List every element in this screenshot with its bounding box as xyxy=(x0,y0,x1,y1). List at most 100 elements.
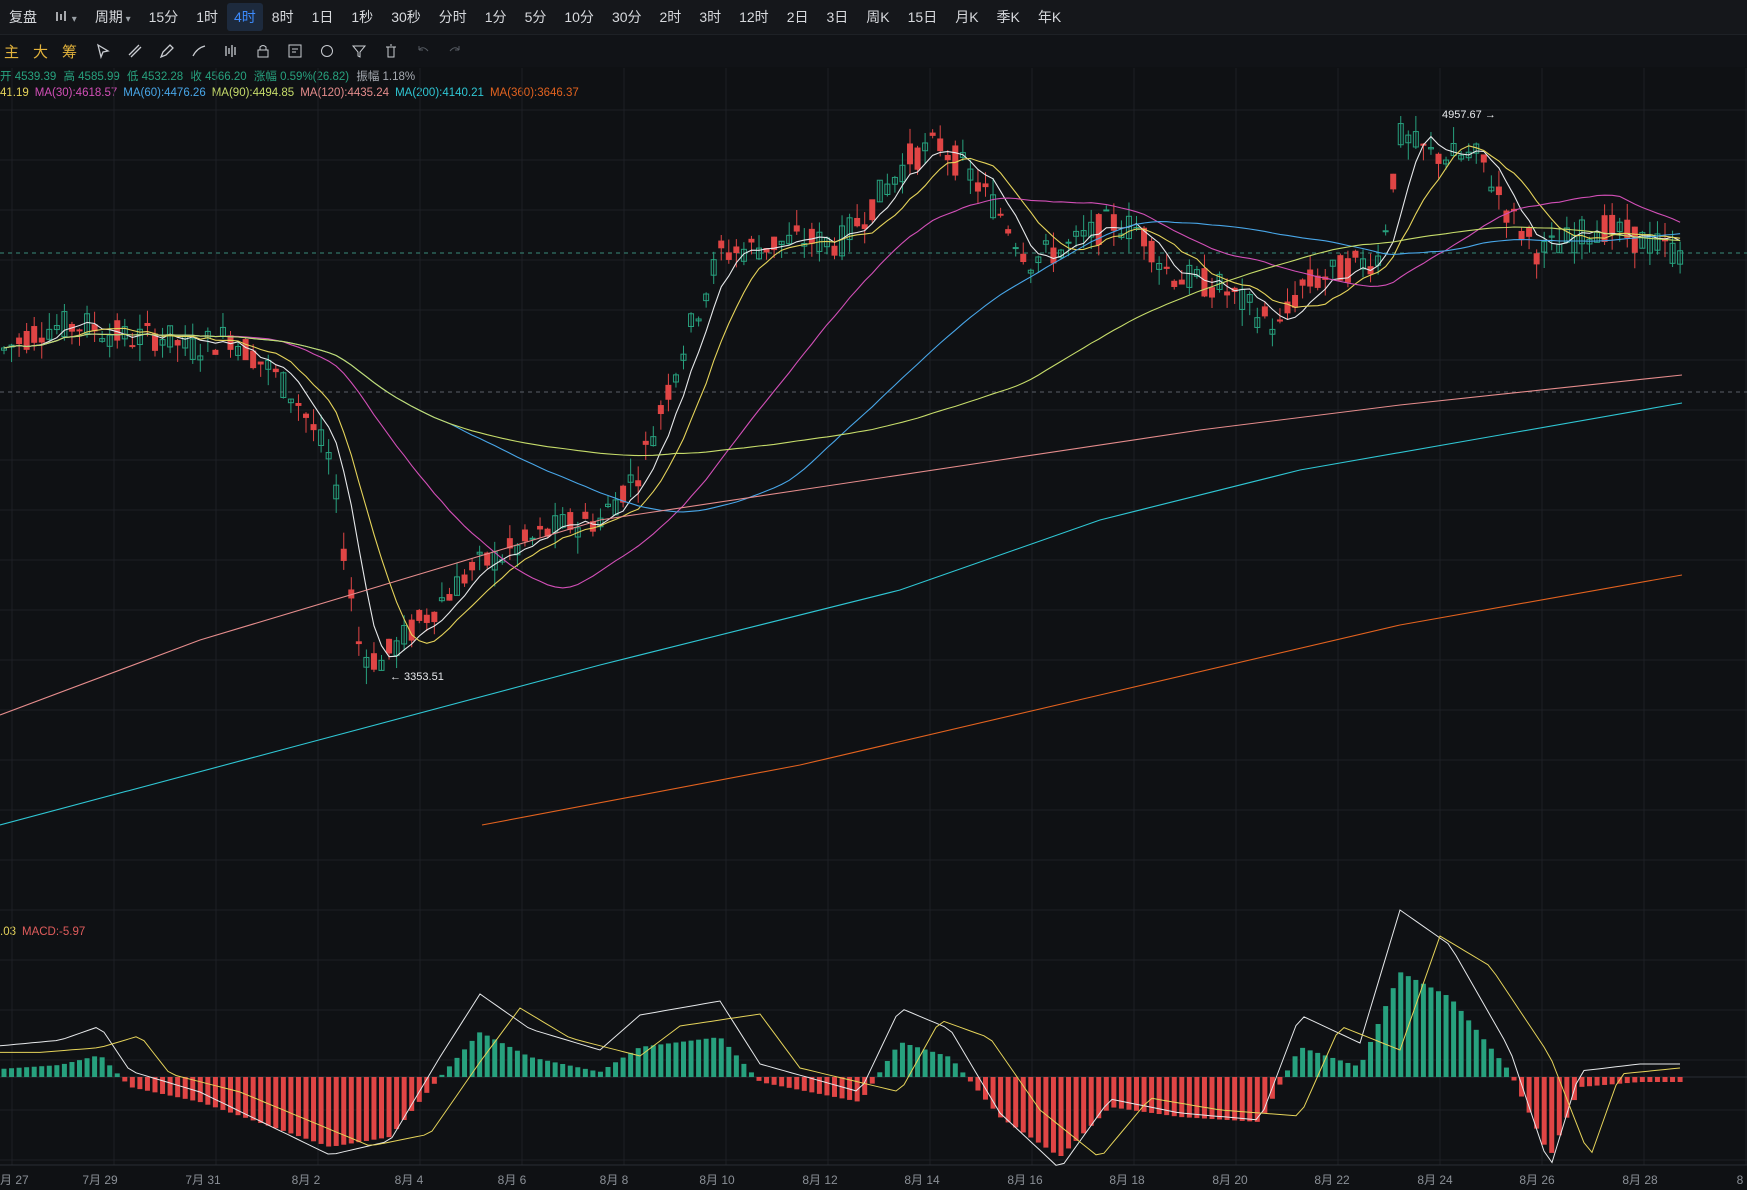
macd-bar xyxy=(386,1077,392,1138)
ma-mid-line xyxy=(3,145,1681,644)
macd-bar xyxy=(1352,1065,1358,1077)
magnet-icon[interactable] xyxy=(316,42,338,60)
macd-bar xyxy=(967,1077,973,1082)
close-value: 收 4566.20 xyxy=(190,71,247,83)
candle-body xyxy=(38,337,45,343)
candle-body xyxy=(982,183,989,188)
macd-bar xyxy=(167,1077,173,1096)
candle-body xyxy=(869,199,876,221)
macd-bar xyxy=(1118,1077,1124,1109)
period-0[interactable]: 复盘 xyxy=(9,9,37,25)
candle-body xyxy=(1201,268,1208,297)
macd-bar xyxy=(9,1068,15,1077)
candle-body xyxy=(53,325,60,331)
lock-icon[interactable] xyxy=(252,42,274,60)
candle-body xyxy=(725,252,732,260)
macd-bar xyxy=(650,1045,656,1077)
period-18[interactable]: 3日 xyxy=(826,9,849,25)
period-5[interactable]: 8时 xyxy=(271,9,294,25)
note-icon[interactable] xyxy=(284,42,306,60)
x-axis-label: 8月 18 xyxy=(1109,1173,1145,1187)
period-20[interactable]: 15日 xyxy=(907,9,938,25)
period-6[interactable]: 1日 xyxy=(311,9,334,25)
candle-body xyxy=(1541,241,1548,253)
macd-bar xyxy=(711,1037,717,1077)
macd-bar xyxy=(1005,1077,1011,1123)
macd-bar xyxy=(748,1072,754,1077)
period-16[interactable]: 12时 xyxy=(739,9,769,25)
candle-body xyxy=(733,246,740,254)
low-value: 低 4532.28 xyxy=(126,71,184,83)
macd-bar xyxy=(258,1077,264,1124)
candle-body xyxy=(959,152,966,158)
ma120-line xyxy=(0,374,1683,716)
macd-bar xyxy=(1443,995,1449,1077)
macd-bar xyxy=(1511,1077,1517,1081)
period-10[interactable]: 1分 xyxy=(484,9,507,25)
macd-bar xyxy=(1164,1077,1170,1116)
period-9[interactable]: 分时 xyxy=(438,9,467,25)
candle-body xyxy=(1284,301,1291,314)
candle-body xyxy=(76,329,83,332)
macd-bar xyxy=(884,1060,890,1077)
undo-icon[interactable] xyxy=(412,42,434,60)
x-axis-label: 8月 8 xyxy=(600,1173,629,1187)
macd-bar xyxy=(990,1077,996,1109)
macd-bar xyxy=(1179,1077,1185,1118)
period-11[interactable]: 5分 xyxy=(524,9,547,25)
period-23[interactable]: 年K xyxy=(1037,9,1062,25)
candle-body xyxy=(521,529,528,542)
period-3[interactable]: 1时 xyxy=(196,9,218,25)
period-17[interactable]: 2日 xyxy=(786,9,809,25)
indicator-icon[interactable] xyxy=(220,42,242,60)
chip-distribution-toggle[interactable]: 筹 xyxy=(62,43,78,61)
large-order-toggle[interactable]: 大 xyxy=(33,43,49,61)
period-4[interactable]: 4时 xyxy=(227,3,263,31)
macd-bar xyxy=(582,1068,588,1077)
macd-bar xyxy=(416,1077,422,1102)
filter-icon[interactable] xyxy=(348,42,370,60)
candle-body xyxy=(997,213,1004,216)
period-22[interactable]: 季K xyxy=(996,9,1020,25)
period-7[interactable]: 1秒 xyxy=(351,9,374,25)
macd-bar xyxy=(998,1077,1004,1118)
period-2[interactable]: 15分 xyxy=(148,9,179,25)
chart-type-icon[interactable] xyxy=(46,9,86,25)
macd-bar xyxy=(265,1077,271,1126)
macd-bar xyxy=(235,1077,241,1116)
period-15[interactable]: 3时 xyxy=(699,9,722,25)
candle-body xyxy=(1156,263,1163,270)
period-8[interactable]: 30秒 xyxy=(391,9,421,25)
brush-icon[interactable] xyxy=(188,42,210,60)
period-19[interactable]: 周K xyxy=(866,9,890,25)
trash-icon[interactable] xyxy=(380,42,402,60)
redo-icon[interactable] xyxy=(444,42,466,60)
candle-body xyxy=(846,217,853,241)
candle-body xyxy=(1488,186,1495,192)
period-14[interactable]: 2时 xyxy=(659,9,682,25)
candle-body xyxy=(370,653,377,670)
candle-body xyxy=(1314,275,1321,288)
macd-bar xyxy=(1549,1077,1555,1153)
period-13[interactable]: 30分 xyxy=(611,9,642,25)
period-12[interactable]: 10分 xyxy=(564,9,594,25)
pen-icon[interactable] xyxy=(156,42,178,60)
ma200-line xyxy=(0,402,1683,826)
period-1[interactable]: 周期 xyxy=(86,7,140,27)
candle-body xyxy=(1669,242,1676,264)
candle-body xyxy=(1495,186,1502,196)
main-chart-toggle[interactable]: 主 xyxy=(4,43,20,61)
macd-bar xyxy=(250,1077,256,1121)
ma360-line xyxy=(481,574,1683,826)
candle-body xyxy=(929,132,936,136)
macd-bar xyxy=(869,1077,875,1084)
candle-body xyxy=(1616,221,1623,233)
ruler-icon[interactable] xyxy=(124,42,146,60)
candle-body xyxy=(136,328,143,346)
cursor-icon[interactable] xyxy=(92,42,114,60)
candle-body xyxy=(1141,227,1148,247)
macd-bar xyxy=(824,1077,830,1096)
period-21[interactable]: 月K xyxy=(955,9,979,25)
macd-bar xyxy=(1103,1077,1109,1111)
